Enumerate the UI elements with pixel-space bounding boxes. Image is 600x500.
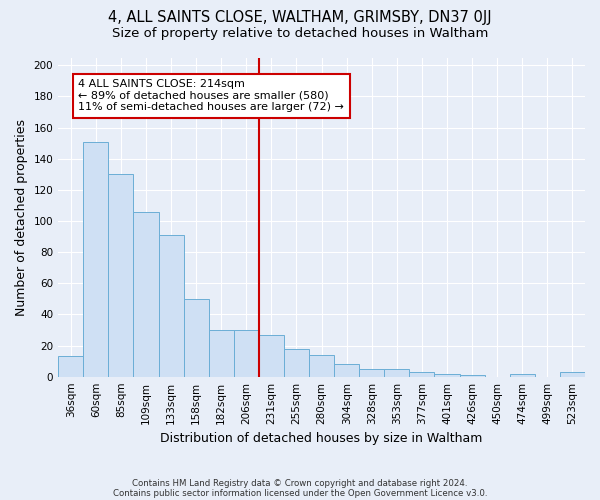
Bar	[109, 174, 133, 376]
Bar	[184, 299, 209, 376]
Text: 4 ALL SAINTS CLOSE: 214sqm
← 89% of detached houses are smaller (580)
11% of sem: 4 ALL SAINTS CLOSE: 214sqm ← 89% of deta…	[78, 80, 344, 112]
X-axis label: Distribution of detached houses by size in Waltham: Distribution of detached houses by size …	[160, 432, 483, 445]
Bar	[359, 369, 385, 376]
Bar	[234, 330, 259, 376]
Y-axis label: Number of detached properties: Number of detached properties	[15, 118, 28, 316]
Bar	[209, 330, 234, 376]
Bar	[334, 364, 359, 376]
Bar	[83, 142, 109, 376]
Text: Size of property relative to detached houses in Waltham: Size of property relative to detached ho…	[112, 28, 488, 40]
Bar	[309, 355, 334, 376]
Text: 4, ALL SAINTS CLOSE, WALTHAM, GRIMSBY, DN37 0JJ: 4, ALL SAINTS CLOSE, WALTHAM, GRIMSBY, D…	[108, 10, 492, 25]
Bar	[460, 375, 485, 376]
Bar	[133, 212, 158, 376]
Bar	[385, 369, 409, 376]
Bar	[259, 334, 284, 376]
Text: Contains HM Land Registry data © Crown copyright and database right 2024.: Contains HM Land Registry data © Crown c…	[132, 478, 468, 488]
Bar	[560, 372, 585, 376]
Bar	[158, 235, 184, 376]
Bar	[510, 374, 535, 376]
Bar	[409, 372, 434, 376]
Bar	[284, 348, 309, 376]
Bar	[434, 374, 460, 376]
Bar	[58, 356, 83, 376]
Text: Contains public sector information licensed under the Open Government Licence v3: Contains public sector information licen…	[113, 488, 487, 498]
